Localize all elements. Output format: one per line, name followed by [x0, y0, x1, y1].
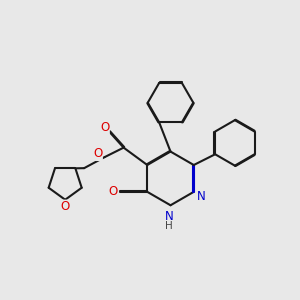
- Text: O: O: [61, 200, 70, 213]
- Text: O: O: [108, 185, 117, 198]
- Text: H: H: [165, 221, 173, 231]
- Text: N: N: [165, 210, 173, 223]
- Text: N: N: [197, 190, 206, 203]
- Text: O: O: [100, 121, 109, 134]
- Text: O: O: [93, 147, 102, 161]
